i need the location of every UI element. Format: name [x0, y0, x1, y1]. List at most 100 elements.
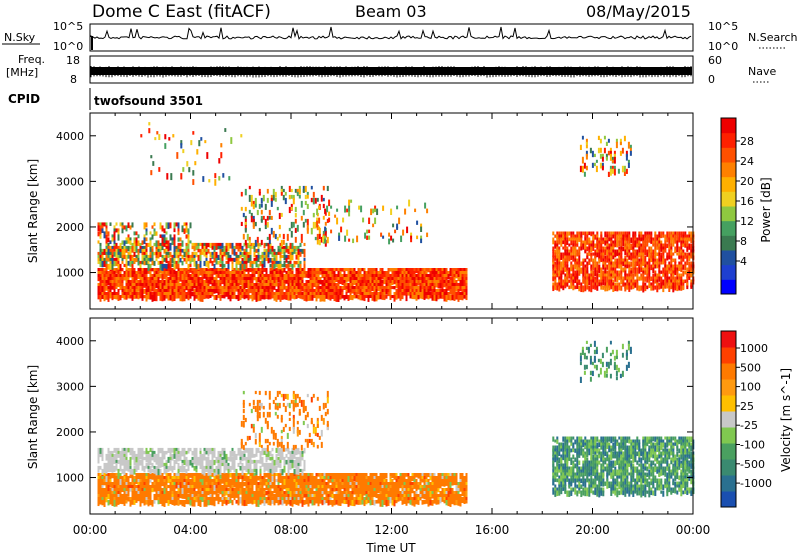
power-cell: [159, 242, 162, 247]
power-cell: [148, 122, 151, 126]
power-cell: [189, 268, 192, 273]
power-cell: [420, 238, 423, 244]
power-cell: [101, 295, 104, 300]
power-cell: [263, 280, 266, 286]
velocity-cell: [177, 491, 180, 497]
power-cell: [121, 283, 124, 290]
power-cell: [598, 264, 601, 270]
power-cell: [117, 289, 120, 293]
power-cell: [636, 285, 639, 291]
power-cell: [247, 242, 250, 249]
power-cell: [307, 286, 310, 291]
power-cell: [373, 280, 376, 286]
power-cell: [367, 286, 370, 291]
power-cell: [626, 249, 629, 253]
power-cell: [267, 274, 270, 281]
power-cell: [624, 285, 627, 292]
power-cell: [167, 283, 170, 287]
power-cell: [371, 277, 374, 282]
power-cell: [283, 295, 286, 300]
velocity-cell: [263, 494, 266, 500]
power-cell: [177, 245, 180, 252]
velocity-cell: [99, 494, 102, 500]
power-cell: [285, 277, 288, 283]
velocity-cell: [223, 491, 226, 497]
power-cell: [463, 268, 466, 274]
power-cell: [237, 292, 240, 296]
velocity-cell: [339, 479, 342, 485]
power-cell: [396, 205, 399, 210]
velocity-cell: [97, 488, 100, 493]
velocity-cell: [191, 497, 194, 502]
power-cell: [252, 224, 255, 229]
power-cell: [401, 283, 404, 287]
power-cell: [303, 263, 306, 269]
velocity-cell: [113, 500, 116, 507]
power-cell: [101, 271, 104, 275]
power-cell: [195, 260, 198, 267]
velocity-cell: [173, 473, 176, 478]
power-cell: [447, 274, 450, 280]
power-cell: [688, 267, 691, 272]
power-cell: [213, 248, 216, 255]
velocity-cell: [207, 491, 210, 496]
power-cell: [109, 222, 112, 226]
power-cell: [670, 246, 673, 252]
power-cell: [626, 279, 629, 286]
power-cell: [409, 271, 412, 276]
velocity-cell: [305, 488, 308, 493]
power-cell: [259, 274, 262, 280]
power-cell: [351, 280, 354, 285]
power-cell: [201, 295, 204, 302]
power-cell: [427, 274, 430, 280]
power-cell: [97, 271, 100, 276]
power-cell: [233, 271, 236, 277]
power-cell: [634, 258, 637, 264]
power-cell: [125, 268, 128, 274]
power-cell: [203, 245, 206, 250]
power-cell: [425, 283, 428, 289]
power-cell: [664, 234, 667, 242]
power-cell: [585, 144, 588, 149]
velocity-cell: [261, 500, 264, 504]
power-cell: [257, 295, 260, 302]
velocity-cell: [303, 494, 306, 498]
power-cell: [413, 277, 416, 282]
power-cell: [227, 289, 230, 295]
power-cell: [127, 245, 130, 252]
power-cell: [453, 283, 456, 289]
power-cell: [337, 274, 340, 280]
power-cell: [233, 274, 236, 281]
power-cell: [318, 239, 321, 246]
velocity-cell: [211, 494, 214, 500]
velocity-cell: [197, 488, 200, 493]
velocity-cell: [137, 491, 140, 497]
power-cell: [449, 271, 452, 277]
power-cell: [574, 276, 577, 284]
power-cell: [161, 289, 164, 293]
power-cell: [161, 292, 164, 297]
power-cell: [121, 257, 124, 263]
velocity-cell: [111, 497, 114, 502]
power-cell: [217, 289, 220, 295]
power-cell: [189, 280, 192, 286]
velocity-cell: [173, 479, 176, 483]
power-cell: [141, 295, 144, 301]
power-cell: [624, 231, 627, 238]
power-cell: [295, 283, 298, 289]
power-cell: [157, 251, 160, 259]
power-cell: [290, 221, 293, 229]
velocity-cell: [151, 482, 154, 487]
velocity-cell: [281, 482, 284, 486]
colorbar-swatch: [721, 118, 736, 134]
velocity-cell: [113, 476, 116, 480]
power-cell: [97, 295, 100, 300]
power-cell: [233, 286, 236, 290]
velocity-cell: [291, 476, 294, 480]
power-cell: [285, 248, 288, 253]
velocity-cell: [131, 479, 134, 484]
velocity-cell: [237, 488, 240, 493]
power-cell: [189, 222, 192, 229]
power-cell: [109, 289, 112, 295]
power-cell: [417, 277, 420, 281]
